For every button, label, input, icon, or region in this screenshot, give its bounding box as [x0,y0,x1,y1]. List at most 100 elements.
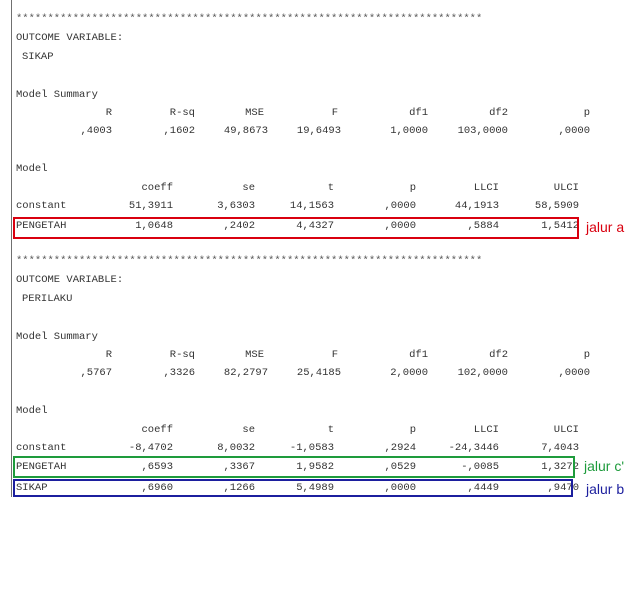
col-header-rsq: R-sq [169,349,195,361]
value-coeff: ,6960 [141,482,173,494]
col-header-llci: LLCI [473,424,499,436]
outcome-variable-name: PERILAKU [22,293,73,305]
value-p: ,0529 [384,461,416,473]
value-se: ,1266 [223,482,255,494]
value-t: 4,4327 [296,220,334,232]
value-f: 19,6493 [296,125,341,137]
col-header-p: p [583,107,590,119]
separator-line: ****************************************… [16,13,483,25]
value-ulci: 7,4043 [541,442,579,454]
col-header-df2: df2 [489,107,508,119]
value-rsq: ,1602 [163,125,195,137]
col-header-se: se [242,424,255,436]
value-coeff: ,6593 [141,461,173,473]
model-row-sikap: SIKAP ,6960 ,1266 5,4989 ,0000 ,4449 ,94… [16,482,579,495]
value-f: 25,4185 [296,367,341,379]
value-coeff: -8,4702 [128,442,173,454]
outcome-variable-name: SIKAP [22,51,54,63]
model-row-pengetah: PENGETAH 1,0648 ,2402 4,4327 ,0000 ,5884… [16,220,579,233]
row-name: constant [16,200,67,212]
col-header-df1: df1 [409,349,428,361]
value-ulci: 58,5909 [534,200,579,212]
value-p: ,0000 [384,200,416,212]
row-name: constant [16,442,67,454]
value-se: 8,0032 [217,442,255,454]
col-header-r: R [105,107,112,119]
col-header-coeff: coeff [141,424,173,436]
col-header-df2: df2 [489,349,508,361]
model-title: Model [16,163,48,175]
col-header-f: F [331,349,338,361]
model-row-pengetah: PENGETAH ,6593 ,3367 1,9582 ,0529 -,0085… [16,461,579,474]
col-header-df1: df1 [409,107,428,119]
annotation-jalur-b: jalur b [586,481,625,497]
col-header-f: F [331,107,338,119]
col-header-t: t [327,424,334,436]
highlight-box-jalur-a [13,217,579,239]
model-summary-header-row: R R-sq MSE F df1 df2 p [16,107,596,120]
annotation-jalur-a: jalur a [586,219,625,235]
col-header-coeff: coeff [141,182,173,194]
process-output: ****************************************… [16,0,590,494]
row-name: PENGETAH [16,220,67,232]
value-se: ,3367 [223,461,255,473]
value-llci: -24,3446 [448,442,499,454]
value-mse: 49,8673 [223,125,268,137]
highlight-box-jalur-c-prime [13,456,575,478]
col-header-r: R [105,349,112,361]
col-header-p: p [409,424,416,436]
separator-line: ****************************************… [16,255,483,267]
value-p: ,0000 [558,367,590,379]
model-summary-title: Model Summary [16,89,98,101]
outcome-variable-label: OUTCOME VARIABLE: [16,32,124,44]
col-header-se: se [242,182,255,194]
value-t: 14,1563 [289,200,334,212]
value-ulci: 1,5412 [541,220,579,232]
value-r: ,4003 [80,125,112,137]
col-header-p: p [409,182,416,194]
row-name: PENGETAH [16,461,67,473]
value-df1: 1,0000 [390,125,428,137]
value-t: 1,9582 [296,461,334,473]
model-header-row: coeff se t p LLCI ULCI [16,424,579,437]
model-row-constant: constant 51,3911 3,6303 14,1563 ,0000 44… [16,200,579,213]
value-llci: 44,1913 [454,200,499,212]
value-p: ,0000 [384,482,416,494]
col-header-ulci: ULCI [553,182,579,194]
value-df1: 2,0000 [390,367,428,379]
value-t: -1,0583 [289,442,334,454]
model-row-constant: constant -8,4702 8,0032 -1,0583 ,2924 -2… [16,442,579,455]
model-summary-title: Model Summary [16,331,98,343]
col-header-mse: MSE [245,107,264,119]
col-header-p: p [583,349,590,361]
value-r: ,5767 [80,367,112,379]
col-header-rsq: R-sq [169,107,195,119]
value-df2: 102,0000 [457,367,508,379]
value-se: ,2402 [223,220,255,232]
model-header-row: coeff se t p LLCI ULCI [16,182,579,195]
value-coeff: 1,0648 [135,220,173,232]
value-mse: 82,2797 [223,367,268,379]
outcome-variable-label: OUTCOME VARIABLE: [16,274,124,286]
value-se: 3,6303 [217,200,255,212]
value-llci: -,0085 [461,461,499,473]
model-summary-value-row: ,5767 ,3326 82,2797 25,4185 2,0000 102,0… [16,367,596,380]
col-header-t: t [327,182,334,194]
col-header-ulci: ULCI [553,424,579,436]
value-llci: ,5884 [467,220,499,232]
col-header-llci: LLCI [473,182,499,194]
model-summary-header-row: R R-sq MSE F df1 df2 p [16,349,596,362]
window-left-border [11,0,12,497]
value-ulci: 1,3272 [541,461,579,473]
value-coeff: 51,3911 [128,200,173,212]
col-header-mse: MSE [245,349,264,361]
model-summary-value-row: ,4003 ,1602 49,8673 19,6493 1,0000 103,0… [16,125,596,138]
value-p: ,0000 [384,220,416,232]
value-p: ,0000 [558,125,590,137]
value-t: 5,4989 [296,482,334,494]
value-p: ,2924 [384,442,416,454]
annotation-jalur-c-prime: jalur c' [584,458,625,474]
value-llci: ,4449 [467,482,499,494]
value-df2: 103,0000 [457,125,508,137]
highlight-box-jalur-b [13,479,573,497]
